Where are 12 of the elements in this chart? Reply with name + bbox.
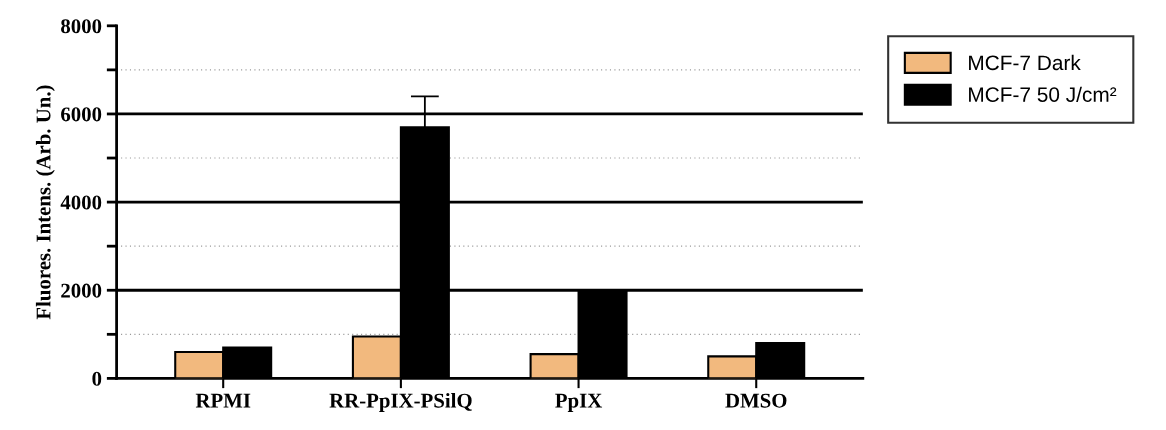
y-tick-label: 6000 (61, 107, 102, 122)
y-tick-label: 0 (92, 371, 102, 386)
x-tick-label: RR-PpIX-PSilQ (329, 392, 472, 412)
x-tick-label: PpIX (555, 393, 603, 412)
legend-label: MCF-7 Dark (969, 54, 1081, 71)
y-tick-label: 8000 (61, 19, 102, 34)
y-axis-title: Fluores. Intens. (Arb. Un.) (35, 85, 55, 320)
legend-label: MCF-7 50 J/cm² (969, 86, 1117, 102)
y-tick-label: 4000 (60, 195, 102, 210)
y-tick-label: 2000 (61, 283, 102, 298)
x-tick-label: RPMI (195, 393, 251, 408)
x-tick-label: DMSO (725, 393, 787, 408)
